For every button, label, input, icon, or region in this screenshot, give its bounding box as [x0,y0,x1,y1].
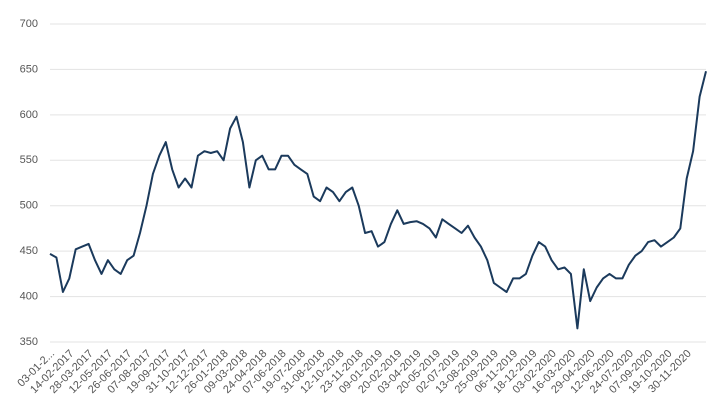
y-tick-label: 500 [20,200,38,212]
y-tick-label: 600 [20,109,38,121]
y-tick-label: 400 [20,290,38,302]
line [49,70,707,330]
y-tick-label: 700 [20,18,38,30]
y-tick-label: 550 [20,154,38,166]
y-tick-label: 650 [20,63,38,75]
y-tick-label: 450 [20,245,38,257]
y-tick-label: 350 [20,336,38,348]
